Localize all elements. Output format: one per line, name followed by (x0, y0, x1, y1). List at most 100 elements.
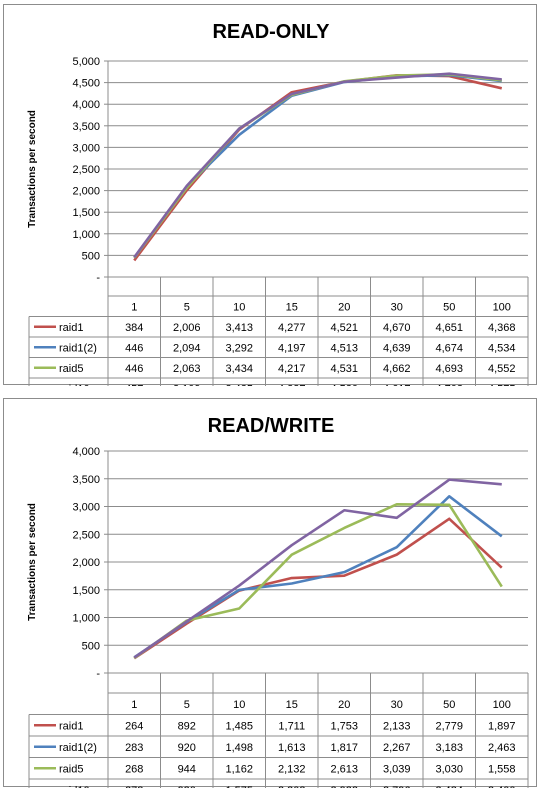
data-label: 4,708 (435, 383, 463, 386)
data-label: 4,197 (278, 342, 306, 354)
y-tick-label: 1,500 (72, 585, 100, 597)
read-only-chart-svg: READ-ONLY - 500 1,000 1,500 2,000 2,500 3,000 3,… (27, 21, 529, 386)
data-label: 4,237 (278, 383, 306, 386)
y-tick-label: 3,000 (72, 142, 100, 154)
read-write-chart-svg: READ/WRITE - 500 1,000 1,500 2,000 2,500 3,000 3… (27, 415, 529, 788)
data-label: 2,796 (383, 785, 411, 788)
y-tick-label: 2,500 (72, 529, 100, 541)
chart-title: READ/WRITE (208, 415, 335, 437)
legend-label: raid10 (59, 785, 90, 788)
y-tick-label: 5,000 (72, 56, 100, 68)
data-label: 2,463 (488, 742, 516, 754)
series-line-raid10 (133, 478, 502, 659)
data-label: 2,133 (383, 720, 411, 732)
data-label: 283 (125, 742, 143, 754)
x-tick-label: 1 (131, 699, 137, 711)
data-label: 3,292 (225, 342, 253, 354)
y-tick-label: 4,000 (72, 99, 100, 111)
y-tick-label: 2,500 (72, 164, 100, 176)
x-tick-label: 15 (286, 301, 298, 313)
data-label: 1,753 (330, 720, 358, 732)
data-label: 1,897 (488, 720, 516, 732)
data-label: 1,485 (225, 720, 253, 732)
data-label: 278 (125, 785, 143, 788)
y-tick-label: - (96, 272, 100, 284)
series-line-raid1(2) (133, 73, 502, 259)
data-label: 4,534 (488, 342, 516, 354)
data-label: 2,932 (330, 785, 358, 788)
x-tick-label: 20 (338, 301, 350, 313)
data-label: 920 (178, 742, 196, 754)
legend-label: raid5 (59, 363, 83, 375)
y-tick-label: - (96, 668, 100, 680)
data-label: 3,484 (435, 785, 463, 788)
x-tick-label: 50 (443, 301, 455, 313)
x-tick-label: 30 (391, 699, 403, 711)
y-tick-label: 2,000 (72, 557, 100, 569)
data-label: 2,132 (278, 763, 306, 775)
x-tick-label: 50 (443, 699, 455, 711)
data-label: 4,670 (383, 322, 411, 334)
x-tick-label: 100 (493, 301, 511, 313)
data-label: 3,400 (488, 785, 516, 788)
data-label: 4,693 (435, 363, 463, 375)
data-label: 3,413 (225, 322, 253, 334)
data-label: 4,639 (383, 342, 411, 354)
data-label: 944 (178, 763, 196, 775)
legend-label: raid1(2) (59, 742, 97, 754)
series-line-raid1 (133, 73, 503, 262)
series-line-raid10 (133, 72, 502, 259)
data-label: 2,303 (278, 785, 306, 788)
series-line-raid1 (133, 517, 503, 660)
y-tick-label: 3,000 (72, 502, 100, 514)
data-label: 268 (125, 763, 143, 775)
read-only-chart: READ-ONLY - 500 1,000 1,500 2,000 2,500 3,000 3,… (3, 4, 537, 386)
y-axis-label: Transactions per second (27, 110, 38, 228)
data-label: 1,613 (278, 742, 306, 754)
y-tick-label: 4,000 (72, 446, 100, 458)
data-label: 1,162 (225, 763, 253, 775)
data-label: 2,063 (173, 363, 201, 375)
data-label: 1,558 (488, 763, 516, 775)
data-label: 4,520 (330, 383, 358, 386)
data-label: 384 (125, 322, 143, 334)
x-tick-label: 100 (493, 699, 511, 711)
data-label: 1,711 (278, 720, 305, 732)
data-label: 4,662 (383, 363, 411, 375)
data-label: 4,552 (488, 363, 516, 375)
data-label: 2,779 (435, 720, 463, 732)
y-tick-label: 500 (82, 250, 100, 262)
y-tick-label: 3,500 (72, 121, 100, 133)
legend-label: raid1 (59, 322, 83, 334)
x-tick-label: 10 (233, 301, 245, 313)
data-label: 4,575 (488, 383, 516, 386)
legend-label: raid5 (59, 763, 83, 775)
x-tick-label: 30 (391, 301, 403, 313)
y-tick-label: 2,000 (72, 186, 100, 198)
y-axis-label: Transactions per second (27, 503, 38, 621)
data-label: 264 (125, 720, 143, 732)
data-label: 4,651 (435, 322, 463, 334)
data-label: 446 (125, 342, 143, 354)
data-label: 4,674 (435, 342, 463, 354)
data-label: 3,435 (225, 383, 253, 386)
data-label: 4,217 (278, 363, 306, 375)
x-tick-label: 5 (184, 699, 190, 711)
data-label: 1,817 (330, 742, 358, 754)
data-label: 4,513 (330, 342, 358, 354)
read-write-chart: READ/WRITE - 500 1,000 1,500 2,000 2,500 3,000 3… (3, 398, 537, 788)
data-label: 3,183 (435, 742, 463, 754)
series-line-raid5 (133, 72, 502, 259)
data-label: 1,575 (225, 785, 253, 788)
data-label: 457 (125, 383, 143, 386)
data-label: 3,030 (435, 763, 463, 775)
x-tick-label: 5 (184, 301, 190, 313)
data-label: 2,006 (173, 322, 201, 334)
x-tick-label: 20 (338, 699, 350, 711)
y-tick-label: 4,500 (72, 78, 100, 90)
y-tick-label: 500 (82, 640, 100, 652)
data-label: 1,498 (225, 742, 253, 754)
data-label: 2,267 (383, 742, 411, 754)
data-label: 2,613 (330, 763, 358, 775)
data-label: 930 (178, 785, 196, 788)
